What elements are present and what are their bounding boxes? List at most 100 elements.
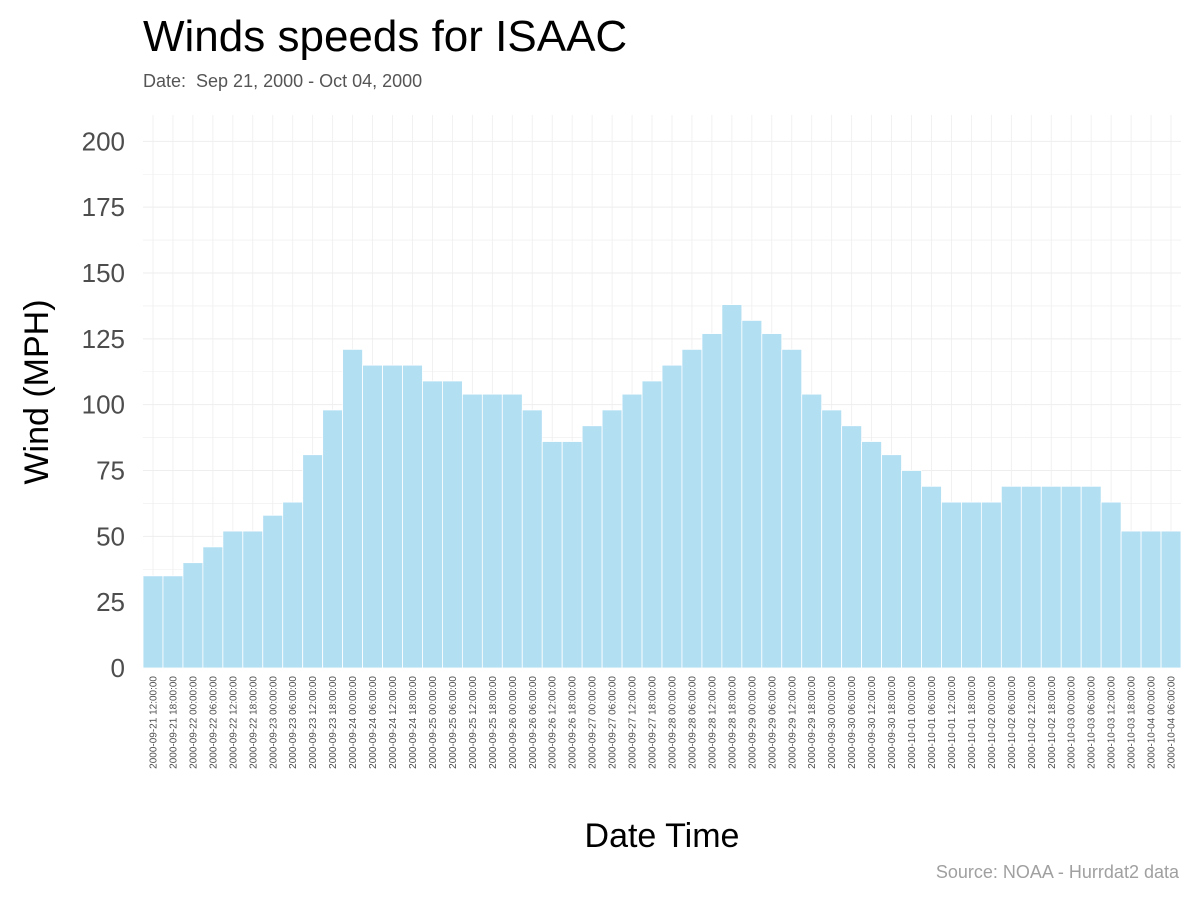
x-tick-label: 2000-09-28 18:00:00 [727,676,738,769]
bar [841,425,863,669]
y-tick-label: 0 [111,653,125,683]
x-tick-label: 2000-09-29 06:00:00 [767,676,778,769]
bar [182,562,204,669]
y-axis-title: Wind (MPH) [18,299,56,484]
bar [202,546,224,669]
bar [322,409,344,669]
y-tick-label: 75 [96,456,125,486]
x-tick-label: 2000-10-01 18:00:00 [967,676,978,769]
bar [741,319,763,669]
x-tick-label: 2000-09-28 12:00:00 [707,676,718,769]
bar [921,485,942,669]
chart-title: Winds speeds for ISAAC [143,12,628,61]
bar [861,441,882,669]
x-tick-label: 2000-09-27 06:00:00 [608,676,619,769]
bar [501,393,523,669]
x-tick-label: 2000-10-01 12:00:00 [947,676,958,769]
x-tick-label: 2000-09-25 18:00:00 [488,676,499,769]
bar [1020,485,1042,669]
y-tick-label: 100 [82,390,125,420]
bar [980,501,1002,669]
bar [1060,485,1082,669]
x-tick-label: 2000-09-21 12:00:00 [148,676,159,769]
bar [382,364,403,669]
y-tick-label: 150 [82,258,125,288]
x-tick-label: 2000-09-30 06:00:00 [847,676,858,769]
bar [302,454,324,669]
bar [481,393,503,669]
x-tick-label: 2000-09-26 18:00:00 [568,676,579,769]
bar [262,514,284,669]
x-tick-label: 2000-10-02 06:00:00 [1007,676,1018,769]
bar [541,441,563,669]
x-tick-label: 2000-10-03 00:00:00 [1067,676,1078,769]
y-tick-label: 50 [96,521,125,551]
bar [681,348,703,669]
bar [661,364,683,669]
bar [601,409,623,669]
x-tick-label: 2000-09-27 18:00:00 [648,676,659,769]
x-tick-label: 2000-09-24 00:00:00 [348,676,359,769]
bars [142,304,1182,669]
x-tick-label: 2000-09-24 18:00:00 [408,676,419,769]
bar [402,364,423,669]
y-tick-label: 25 [96,587,125,617]
x-tick-label: 2000-10-02 00:00:00 [987,676,998,769]
bar [1040,485,1062,669]
bar [1140,530,1162,669]
x-tick-label: 2000-09-23 06:00:00 [288,676,299,769]
bar [521,409,543,669]
x-tick-label: 2000-09-23 18:00:00 [328,676,339,769]
bar [1100,501,1122,669]
bar [1160,530,1182,669]
bar [721,304,743,669]
x-tick-label: 2000-09-24 12:00:00 [388,676,399,769]
bar [781,348,803,669]
y-axis-ticks: 0 25 50 75 100 125 150 175 200 [82,126,125,683]
chart-subtitle: Date: Sep 21, 2000 - Oct 04, 2000 [143,71,423,91]
bar [222,530,244,669]
bar [142,575,164,669]
x-tick-label: 2000-09-21 18:00:00 [168,676,179,769]
bar [881,454,902,669]
x-tick-label: 2000-09-22 00:00:00 [188,676,199,769]
x-tick-label: 2000-09-22 12:00:00 [228,676,239,769]
bar [641,380,663,669]
x-tick-label: 2000-09-29 12:00:00 [787,676,798,769]
x-tick-label: 2000-09-23 00:00:00 [268,676,279,769]
x-tick-label: 2000-10-03 06:00:00 [1087,676,1098,769]
bar [1000,485,1022,669]
bar [801,393,823,669]
bar [442,380,463,669]
bar [461,393,483,669]
x-axis-title: Date Time [585,817,740,855]
bar [581,425,603,669]
x-tick-label: 2000-10-01 00:00:00 [907,676,918,769]
x-tick-label: 2000-09-28 06:00:00 [687,676,698,769]
x-tick-label: 2000-09-26 06:00:00 [528,676,539,769]
x-tick-label: 2000-09-27 12:00:00 [628,676,639,769]
x-tick-label: 2000-09-29 00:00:00 [747,676,758,769]
bar [621,393,643,669]
bar [342,348,363,669]
x-tick-label: 2000-09-25 12:00:00 [468,676,479,769]
x-tick-label: 2000-09-25 00:00:00 [428,676,439,769]
x-tick-label: 2000-10-01 06:00:00 [927,676,938,769]
y-tick-label: 200 [82,126,125,156]
x-tick-label: 2000-09-28 00:00:00 [667,676,678,769]
x-tick-label: 2000-09-30 12:00:00 [867,676,878,769]
bar [162,575,184,669]
x-tick-label: 2000-10-02 18:00:00 [1047,676,1058,769]
x-tick-label: 2000-10-04 06:00:00 [1167,676,1178,769]
bar [761,333,783,669]
x-tick-label: 2000-10-03 12:00:00 [1107,676,1118,769]
x-tick-label: 2000-10-02 12:00:00 [1027,676,1038,769]
x-tick-label: 2000-09-27 00:00:00 [588,676,599,769]
x-tick-label: 2000-10-04 00:00:00 [1147,676,1158,769]
x-tick-label: 2000-09-30 00:00:00 [827,676,838,769]
bar [362,364,383,669]
bar [961,501,982,669]
x-tick-label: 2000-09-26 00:00:00 [508,676,519,769]
bar [242,530,264,669]
